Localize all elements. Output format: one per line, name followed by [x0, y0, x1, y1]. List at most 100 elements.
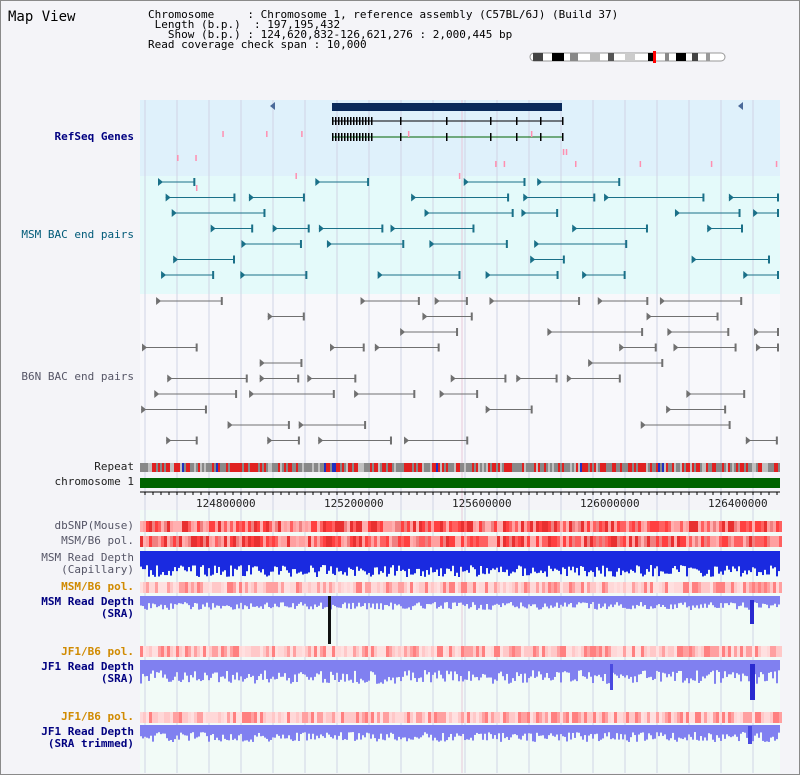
heat-cell [719, 582, 722, 593]
depth-bar [554, 660, 556, 677]
depth-bar [218, 660, 220, 683]
depth-bar [296, 725, 298, 733]
depth-bar [474, 551, 476, 570]
heat-cell [650, 712, 653, 723]
depth-bar [318, 725, 320, 739]
depth-bar [186, 596, 188, 604]
heat-cell [551, 521, 554, 532]
heat-cell [299, 712, 302, 723]
heat-cell [488, 582, 491, 593]
repeat-segment [274, 463, 276, 472]
refseq-mark [495, 161, 497, 167]
depth-bar [520, 551, 522, 567]
depth-bar [690, 660, 692, 679]
depth-bar [244, 660, 246, 680]
heat-cell [752, 582, 755, 593]
heat-cell [206, 536, 209, 547]
depth-bar [234, 660, 236, 680]
depth-bar [546, 596, 548, 607]
heat-cell [428, 582, 431, 593]
depth-bar [650, 725, 652, 736]
heat-cell [191, 712, 194, 723]
depth-bar [256, 596, 258, 607]
depth-bar [438, 725, 440, 742]
depth-bar [274, 596, 276, 604]
depth-bar [282, 660, 284, 677]
depth-bar [174, 660, 176, 677]
repeat-segment [178, 463, 180, 472]
depth-bar [472, 551, 474, 568]
depth-bar [148, 596, 150, 604]
repeat-segment [540, 463, 542, 472]
depth-bar [622, 660, 624, 676]
b6n-bac-pair-end [450, 374, 456, 383]
heat-cell [203, 521, 206, 532]
depth-bar [324, 596, 326, 608]
depth-bar [686, 660, 688, 679]
depth-bar [164, 596, 166, 606]
depth-bar [730, 660, 732, 675]
repeat-segment [194, 463, 196, 472]
depth-bar [434, 551, 436, 572]
depth-bar [288, 725, 290, 736]
heat-cell [194, 536, 197, 547]
depth-bar [438, 660, 440, 671]
heat-cell [764, 582, 767, 593]
heat-cell [530, 521, 533, 532]
depth-bar [676, 660, 678, 673]
depth-bar [642, 596, 644, 607]
heat-cell [671, 712, 674, 723]
heat-cell [266, 646, 269, 657]
depth-bar [410, 725, 412, 740]
heat-cell [467, 646, 470, 657]
heat-cell [179, 536, 182, 547]
heat-cell [386, 712, 389, 723]
heat-cell [224, 521, 227, 532]
depth-bar [182, 725, 184, 735]
msm-bac-pair-end [645, 224, 648, 233]
depth-bar [616, 660, 618, 676]
heat-cell [527, 521, 530, 532]
depth-bar [524, 725, 526, 734]
heat-cell [461, 646, 464, 657]
depth-bar [422, 725, 424, 736]
repeat-segment [660, 463, 662, 472]
b6n-bac-pair-end [413, 390, 416, 398]
depth-bar [472, 725, 474, 741]
heat-cell [458, 582, 461, 593]
depth-bar [586, 660, 588, 679]
depth-bar [256, 660, 258, 681]
repeat-segment [680, 463, 682, 472]
depth-bar [328, 551, 330, 571]
depth-bar [350, 725, 352, 733]
heat-cell [290, 646, 293, 657]
repeat-segment [694, 463, 696, 472]
depth-bar [456, 551, 458, 573]
heat-cell [575, 582, 578, 593]
heat-cell [461, 712, 464, 723]
depth-bar [334, 596, 336, 607]
depth-bar [476, 596, 478, 610]
depth-bar [316, 596, 318, 608]
depth-bar [342, 660, 344, 674]
heat-cell [566, 712, 569, 723]
repeat-segment [658, 463, 660, 472]
b6n-bac-pair-end [777, 343, 779, 352]
depth-bar [464, 551, 466, 572]
heat-cell [152, 712, 155, 723]
heat-cell [647, 646, 650, 657]
depth-bar [734, 660, 736, 679]
heat-cell [164, 646, 167, 657]
repeat-segment [606, 463, 608, 472]
b6n-bac-pair-end [166, 436, 172, 445]
jf1-b6-pol-label-2: JF1/B6 pol. [61, 710, 134, 723]
heat-cell [185, 536, 188, 547]
msm-bac-pair-end [511, 209, 514, 217]
heat-cell [212, 712, 215, 723]
heat-cell [488, 536, 491, 547]
heat-cell [740, 582, 743, 593]
depth-bar [220, 660, 222, 677]
depth-bar [602, 660, 604, 682]
heat-cell [521, 582, 524, 593]
